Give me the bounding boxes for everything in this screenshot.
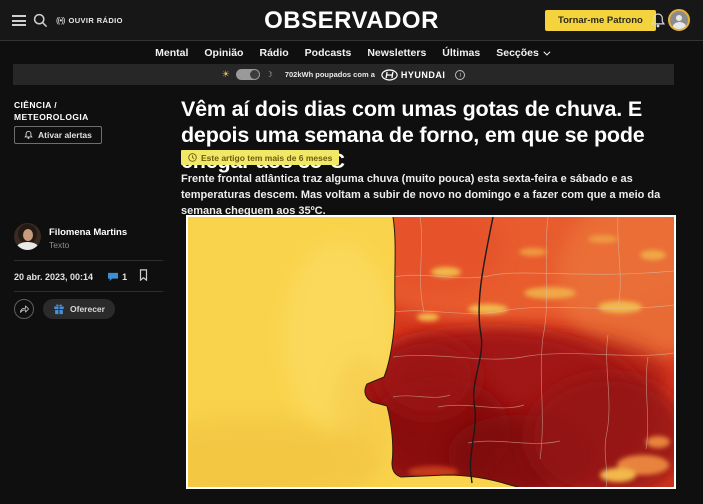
- user-avatar[interactable]: [668, 9, 690, 31]
- nav-item-mental[interactable]: Mental: [155, 47, 189, 59]
- gift-article-button[interactable]: Oferecer: [43, 299, 115, 319]
- listen-radio-label: OUVIR RÁDIO: [68, 16, 123, 25]
- article-meta: 20 abr. 2023, 00:14 1: [14, 268, 163, 286]
- nav-item-podcasts[interactable]: Podcasts: [304, 47, 352, 59]
- weather-heatmap-image: [186, 215, 676, 489]
- article-lede: Frente frontal atlântica traz alguma chu…: [181, 173, 661, 217]
- notifications-bell-icon[interactable]: [650, 12, 666, 29]
- share-icon: [19, 305, 29, 313]
- author-avatar[interactable]: [14, 223, 41, 250]
- hyundai-logo-icon: [381, 68, 398, 81]
- section-line-2[interactable]: METEOROLOGIA: [14, 112, 89, 122]
- main-nav: Mental Opinião Rádio Podcasts Newsletter…: [0, 42, 703, 64]
- nav-item-ultimas[interactable]: Últimas: [442, 47, 481, 59]
- article-age-badge: Este artigo tem mais de 6 meses: [181, 150, 340, 165]
- section-line-1[interactable]: CIÊNCIA /: [14, 100, 57, 110]
- listen-radio-button[interactable]: ((•)) OUVIR RÁDIO: [56, 16, 123, 25]
- divider: [14, 260, 163, 261]
- become-patron-button[interactable]: Tornar-me Patrono: [545, 10, 656, 31]
- share-row: Oferecer: [14, 299, 115, 319]
- menu-icon[interactable]: [12, 15, 26, 26]
- hyundai-brand[interactable]: HYUNDAI: [381, 68, 446, 81]
- alert-bell-icon: [24, 130, 33, 139]
- chevron-down-icon: [543, 48, 551, 56]
- nav-item-radio[interactable]: Rádio: [259, 47, 289, 59]
- bookmark-icon[interactable]: [139, 268, 148, 286]
- day-night-toggle[interactable]: [235, 69, 260, 80]
- author-role: Texto: [49, 240, 70, 250]
- activate-alerts-button[interactable]: Ativar alertas: [14, 126, 102, 144]
- search-icon[interactable]: [33, 13, 48, 28]
- hyundai-promo-bar: ☀ ☽ 702kWh poupados com a HYUNDAI i: [13, 64, 674, 85]
- comment-icon: [108, 272, 119, 282]
- comments-link[interactable]: 1: [107, 272, 127, 282]
- gift-article-label: Oferecer: [70, 304, 105, 314]
- observador-logo[interactable]: OBSERVADOR: [264, 7, 439, 34]
- info-icon[interactable]: i: [455, 69, 466, 80]
- broadcast-icon: ((•)): [56, 16, 66, 25]
- nav-item-newsletters[interactable]: Newsletters: [367, 47, 427, 59]
- author-name[interactable]: Filomena Martins: [49, 227, 128, 238]
- share-button[interactable]: [14, 299, 34, 319]
- divider: [14, 291, 163, 292]
- activate-alerts-label: Ativar alertas: [38, 130, 92, 140]
- sun-icon: ☀: [221, 69, 230, 79]
- gift-icon: [54, 304, 64, 315]
- comment-count: 1: [122, 272, 128, 282]
- savings-text: 702kWh poupados com a: [284, 70, 375, 79]
- nav-item-opiniao[interactable]: Opinião: [204, 47, 244, 59]
- publish-date: 20 abr. 2023, 00:14: [14, 272, 94, 282]
- clock-icon: [188, 153, 197, 162]
- top-header: ((•)) OUVIR RÁDIO OBSERVADOR Tornar-me P…: [0, 0, 703, 41]
- nav-item-seccoes[interactable]: Secções: [496, 47, 551, 59]
- moon-icon: ☽: [265, 70, 273, 79]
- byline: Filomena Martins Texto: [14, 223, 127, 250]
- article-age-text: Este artigo tem mais de 6 meses: [201, 152, 333, 163]
- section-label: CIÊNCIA / METEOROLOGIA: [14, 99, 89, 123]
- hyundai-wordmark: HYUNDAI: [400, 69, 446, 80]
